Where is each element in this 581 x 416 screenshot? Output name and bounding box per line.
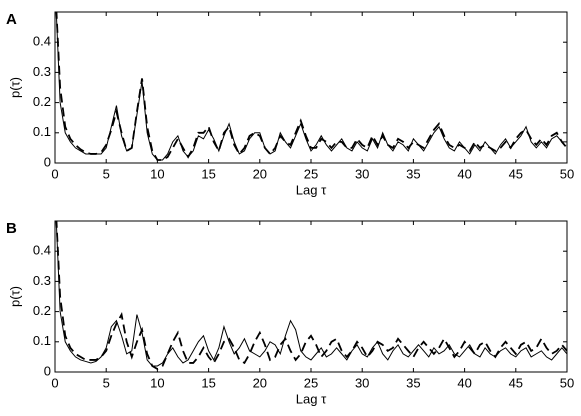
plot-frame: [54, 220, 568, 373]
y-axis-label: p(τ): [7, 286, 22, 307]
y-tick-label: 0.1: [33, 124, 51, 139]
y-tick-label: 0.3: [33, 273, 51, 288]
x-tick-label: 30: [355, 375, 369, 390]
y-tick-label: 0.1: [33, 333, 51, 348]
line-series: [55, 12, 567, 161]
panel-label: B: [6, 220, 17, 237]
x-tick-label: 15: [201, 375, 215, 390]
x-tick-label: 25: [304, 375, 318, 390]
x-tick-label: 35: [406, 166, 420, 181]
plot-frame: [54, 11, 568, 164]
x-tick-label: 0: [51, 166, 58, 181]
x-tick-label: 20: [253, 166, 267, 181]
x-tick-label: 10: [150, 375, 164, 390]
x-tick-label: 5: [103, 375, 110, 390]
x-axis-label: Lag τ: [296, 391, 327, 406]
x-tick-label: 30: [355, 166, 369, 181]
x-tick-label: 40: [457, 166, 471, 181]
line-series: [55, 12, 567, 161]
x-tick-label: 50: [560, 166, 574, 181]
y-tick-label: 0.3: [33, 64, 51, 79]
x-tick-label: 0: [51, 375, 58, 390]
line-series: [55, 221, 567, 371]
x-tick-label: 45: [509, 375, 523, 390]
y-tick-label: 0: [44, 154, 51, 169]
x-tick-label: 10: [150, 166, 164, 181]
x-tick-label: 5: [103, 166, 110, 181]
x-tick-label: 35: [406, 375, 420, 390]
x-tick-label: 50: [560, 375, 574, 390]
x-tick-label: 25: [304, 166, 318, 181]
x-tick-label: 40: [457, 375, 471, 390]
x-tick-label: 45: [509, 166, 523, 181]
y-tick-label: 0: [44, 363, 51, 378]
x-tick-label: 20: [253, 375, 267, 390]
x-axis-label: Lag τ: [296, 182, 327, 197]
x-tick-label: 15: [201, 166, 215, 181]
y-axis-label: p(τ): [7, 77, 22, 98]
y-tick-label: 0.2: [33, 94, 51, 109]
y-tick-label: 0.4: [33, 34, 51, 49]
line-series: [55, 221, 567, 367]
panel-label: A: [6, 11, 17, 28]
y-tick-label: 0.2: [33, 303, 51, 318]
y-tick-label: 0.4: [33, 243, 51, 258]
